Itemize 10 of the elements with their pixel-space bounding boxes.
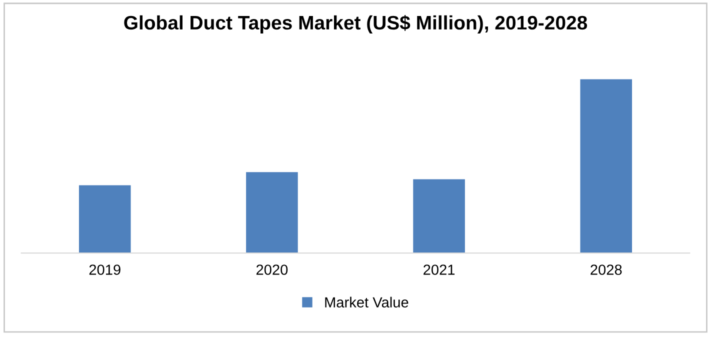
x-tick-label: 2021 bbox=[424, 264, 455, 275]
x-tick-label: 2019 bbox=[89, 264, 120, 275]
x-tick-label: 2020 bbox=[256, 264, 288, 275]
bar bbox=[580, 79, 632, 254]
bar bbox=[78, 185, 131, 254]
chart-title: Global Duct Tapes Market (US$ Million), 2019-2028 bbox=[124, 15, 588, 34]
x-tick-label: 2028 bbox=[590, 264, 622, 275]
bar bbox=[413, 179, 465, 254]
legend-label: Market Value bbox=[325, 296, 408, 308]
bar bbox=[246, 172, 298, 254]
